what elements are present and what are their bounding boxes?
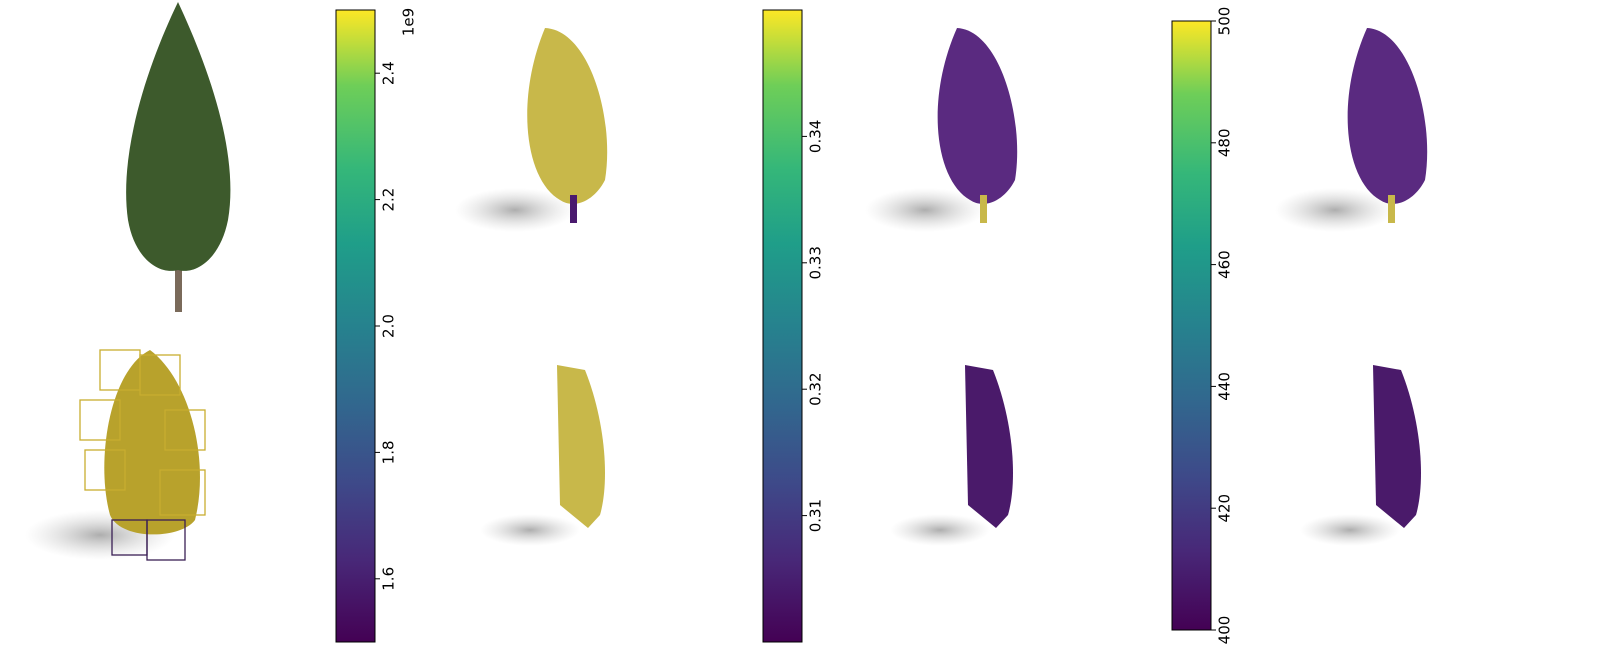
colorbar [1171, 20, 1212, 631]
colorbar [762, 9, 803, 643]
tick-label: 2.0 [380, 314, 398, 338]
tick-label: 500 [1216, 7, 1234, 36]
tick-label: 0.34 [807, 120, 825, 153]
tick-label: 1.8 [380, 440, 398, 464]
tick-label: 2.4 [380, 61, 398, 85]
tick-label: 460 [1216, 250, 1234, 279]
colorbar [335, 9, 376, 643]
tick-label: 420 [1216, 494, 1234, 523]
renders [25, 2, 1428, 561]
tick-label: 0.32 [807, 372, 825, 405]
tick-label: 1.6 [380, 567, 398, 591]
tick-label: 480 [1216, 128, 1234, 157]
offset-label: 1e9 [400, 8, 418, 36]
tick-label: 0.33 [807, 246, 825, 279]
tick-label: 400 [1216, 616, 1234, 645]
tick-label: 2.2 [380, 188, 398, 212]
tick-label: 440 [1216, 372, 1234, 401]
tick-label: 0.31 [807, 499, 825, 532]
